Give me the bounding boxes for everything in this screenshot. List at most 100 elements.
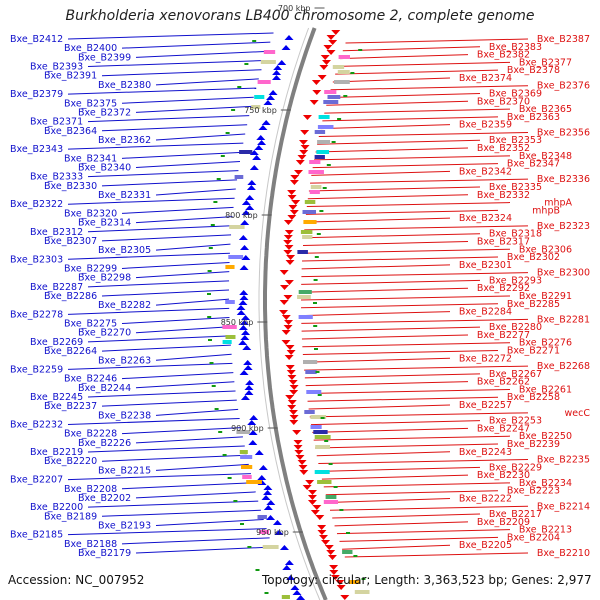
right-gene-label[interactable]: Bxe_B2214: [537, 501, 590, 512]
left-gene-label[interactable]: Bxe_B2185: [10, 530, 63, 541]
left-gene-label[interactable]: Bxe_B2298: [78, 273, 131, 284]
left-gene-label[interactable]: Bxe_B2179: [78, 548, 131, 559]
left-gene-label[interactable]: Bxe_B2379: [10, 89, 63, 100]
right-gene-label[interactable]: Bxe_B2301: [459, 260, 512, 271]
left-gene-label[interactable]: Bxe_B2228: [64, 429, 117, 440]
right-gene-label[interactable]: Bxe_B2318: [489, 229, 542, 240]
right-gene-label[interactable]: Bxe_B2383: [489, 42, 542, 53]
left-gene-label[interactable]: Bxe_B2200: [30, 502, 83, 513]
left-gene-label[interactable]: Bxe_B2269: [30, 337, 83, 348]
left-gene-label[interactable]: Bxe_B2259: [10, 364, 63, 375]
right-gene-label[interactable]: Bxe_B2262: [477, 377, 530, 388]
right-gene-label[interactable]: Bxe_B2258: [507, 392, 560, 403]
right-gene-label[interactable]: Bxe_B2247: [477, 423, 530, 434]
left-gene-label[interactable]: Bxe_B2270: [78, 328, 131, 339]
right-gene-label[interactable]: Bxe_B2293: [489, 275, 542, 286]
right-gene-label[interactable]: Bxe_B2348: [519, 151, 572, 162]
left-gene-label[interactable]: Bxe_B2307: [44, 236, 97, 247]
right-gene-label[interactable]: Bxe_B2230: [477, 470, 530, 481]
left-gene-label[interactable]: Bxe_B2245: [30, 392, 83, 403]
left-gene-label[interactable]: Bxe_B2226: [78, 438, 131, 449]
left-gene-label[interactable]: Bxe_B2380: [98, 80, 151, 91]
left-gene-label[interactable]: Bxe_B2393: [30, 62, 83, 73]
left-gene-label[interactable]: Bxe_B2263: [98, 355, 151, 366]
left-gene-label[interactable]: Bxe_B2188: [64, 539, 117, 550]
right-gene-label[interactable]: Bxe_B2306: [519, 244, 572, 255]
left-gene-label[interactable]: Bxe_B2303: [10, 254, 63, 265]
right-gene-label[interactable]: Bxe_B2281: [537, 314, 590, 325]
left-gene-label[interactable]: Bxe_B2299: [64, 263, 117, 274]
left-gene-label[interactable]: Bxe_B2193: [98, 520, 151, 531]
right-gene-label[interactable]: Bxe_B2302: [507, 252, 560, 263]
left-gene-label[interactable]: Bxe_B2207: [10, 475, 63, 486]
right-gene-label[interactable]: Bxe_B2335: [489, 182, 542, 193]
right-gene-label[interactable]: Bxe_B2370: [477, 96, 530, 107]
right-gene-label[interactable]: Bxe_B2223: [507, 486, 560, 497]
left-gene-label[interactable]: Bxe_B2372: [78, 107, 131, 118]
left-gene-label[interactable]: Bxe_B2330: [44, 181, 97, 192]
right-gene-label[interactable]: Bxe_B2378: [507, 65, 560, 76]
left-gene-label[interactable]: Bxe_B2399: [78, 52, 131, 63]
left-gene-label[interactable]: Bxe_B2340: [78, 163, 131, 174]
left-gene-label[interactable]: Bxe_B2331: [98, 190, 151, 201]
left-gene-label[interactable]: Bxe_B2375: [64, 98, 117, 109]
left-gene-label[interactable]: Bxe_B2237: [44, 401, 97, 412]
right-gene-label[interactable]: Bxe_B2292: [477, 283, 530, 294]
left-gene-label[interactable]: Bxe_B2312: [30, 227, 83, 238]
right-gene-label[interactable]: Bxe_B2267: [489, 369, 542, 380]
right-gene-label[interactable]: Bxe_B2347: [507, 159, 560, 170]
right-gene-label[interactable]: wecC: [565, 408, 591, 419]
left-gene-label[interactable]: Bxe_B2232: [10, 420, 63, 431]
right-gene-label[interactable]: Bxe_B2352: [477, 143, 530, 154]
right-gene-label[interactable]: Bxe_B2285: [507, 299, 560, 310]
right-gene-label[interactable]: Bxe_B2271: [507, 346, 560, 357]
left-gene-label[interactable]: Bxe_B2412: [10, 34, 63, 45]
left-gene-label[interactable]: Bxe_B2238: [98, 410, 151, 421]
left-gene-label[interactable]: Bxe_B2305: [98, 245, 151, 256]
right-gene-label[interactable]: Bxe_B2276: [519, 338, 572, 349]
left-gene-label[interactable]: Bxe_B2322: [10, 199, 63, 210]
right-gene-label[interactable]: mhpB: [532, 205, 560, 216]
right-gene-label[interactable]: Bxe_B2291: [519, 291, 572, 302]
right-gene-label[interactable]: Bxe_B2222: [459, 493, 512, 504]
left-gene-label[interactable]: Bxe_B2202: [78, 493, 131, 504]
left-gene-label[interactable]: Bxe_B2343: [10, 144, 63, 155]
right-gene-label[interactable]: Bxe_B2382: [477, 50, 530, 61]
left-gene-label[interactable]: Bxe_B2287: [30, 282, 83, 293]
right-gene-label[interactable]: Bxe_B2209: [477, 517, 530, 528]
left-gene-label[interactable]: Bxe_B2244: [78, 383, 131, 394]
right-gene-label[interactable]: Bxe_B2376: [537, 81, 590, 92]
right-gene-label[interactable]: Bxe_B2243: [459, 447, 512, 458]
right-gene-label[interactable]: Bxe_B2336: [537, 174, 590, 185]
right-gene-label[interactable]: Bxe_B2356: [537, 127, 590, 138]
right-gene-label[interactable]: Bxe_B2387: [537, 34, 590, 45]
right-gene-label[interactable]: Bxe_B2204: [507, 532, 560, 543]
left-gene-label[interactable]: Bxe_B2219: [30, 447, 83, 458]
right-gene-label[interactable]: Bxe_B2277: [477, 330, 530, 341]
right-gene-label[interactable]: Bxe_B2323: [537, 221, 590, 232]
right-gene-label[interactable]: Bxe_B2317: [477, 236, 530, 247]
right-gene-label[interactable]: Bxe_B2257: [459, 400, 512, 411]
right-gene-label[interactable]: Bxe_B2272: [459, 353, 512, 364]
right-gene-label[interactable]: Bxe_B2217: [489, 509, 542, 520]
left-gene-label[interactable]: Bxe_B2364: [44, 126, 97, 137]
left-gene-label[interactable]: Bxe_B2220: [44, 456, 97, 467]
left-gene-label[interactable]: Bxe_B2391: [44, 71, 97, 82]
right-gene-label[interactable]: Bxe_B2300: [537, 268, 590, 279]
left-gene-label[interactable]: Bxe_B2371: [30, 117, 83, 128]
right-gene-label[interactable]: mhpA: [544, 198, 572, 209]
left-gene-label[interactable]: Bxe_B2278: [10, 309, 63, 320]
left-gene-label[interactable]: Bxe_B2215: [98, 465, 151, 476]
left-gene-label[interactable]: Bxe_B2275: [64, 319, 117, 330]
right-gene-label[interactable]: Bxe_B2363: [507, 112, 560, 123]
right-gene-label[interactable]: Bxe_B2284: [459, 307, 512, 318]
right-gene-label[interactable]: Bxe_B2369: [489, 89, 542, 100]
left-gene-label[interactable]: Bxe_B2333: [30, 172, 83, 183]
right-gene-label[interactable]: Bxe_B2353: [489, 135, 542, 146]
right-gene-label[interactable]: Bxe_B2261: [519, 384, 572, 395]
right-gene-label[interactable]: Bxe_B2359: [459, 120, 512, 131]
left-gene-label[interactable]: Bxe_B2400: [64, 43, 117, 54]
right-gene-label[interactable]: Bxe_B2229: [489, 462, 542, 473]
right-gene-label[interactable]: Bxe_B2239: [507, 439, 560, 450]
right-gene-label[interactable]: Bxe_B2210: [537, 548, 590, 559]
